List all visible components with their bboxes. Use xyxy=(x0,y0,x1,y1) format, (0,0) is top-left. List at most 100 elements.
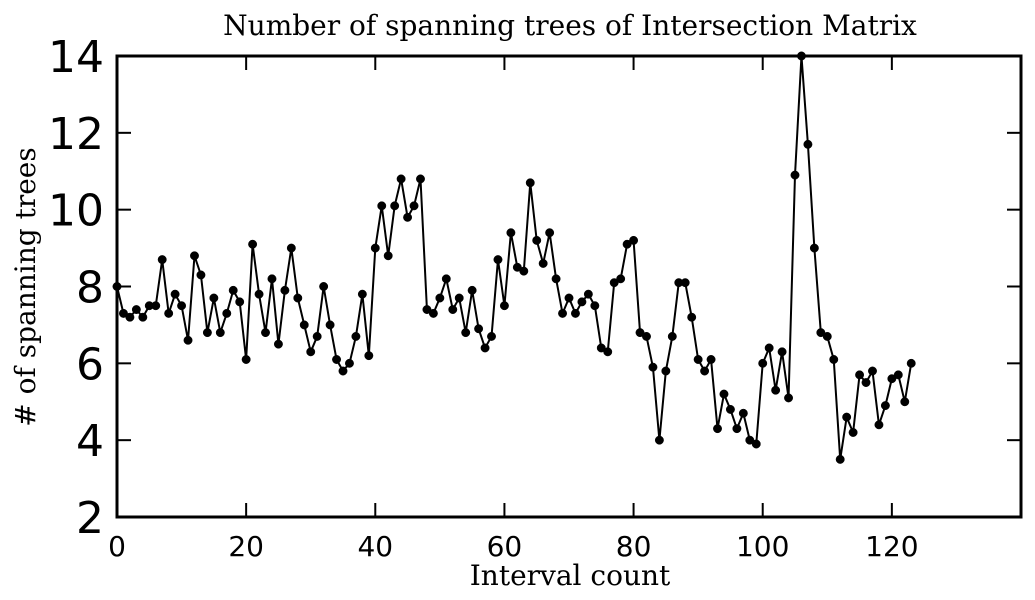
data-point xyxy=(809,243,819,253)
data-point xyxy=(577,297,587,307)
data-point xyxy=(215,328,225,338)
data-point xyxy=(351,331,361,341)
data-point xyxy=(364,351,374,361)
x-tick-label: 20 xyxy=(228,530,264,563)
data-point xyxy=(667,331,677,341)
data-point xyxy=(622,239,632,249)
data-point xyxy=(138,312,148,322)
data-point xyxy=(803,139,813,149)
data-point xyxy=(874,420,884,430)
data-point xyxy=(835,454,845,464)
data-point xyxy=(125,312,135,322)
y-axis-label: # of spanning trees xyxy=(9,147,42,427)
data-point xyxy=(848,428,858,437)
data-point xyxy=(855,370,865,380)
data-point xyxy=(228,285,238,295)
data-point xyxy=(693,355,703,364)
data-point xyxy=(267,274,277,284)
data-point xyxy=(764,343,774,353)
data-point xyxy=(551,274,561,284)
data-point xyxy=(816,328,826,338)
data-point xyxy=(609,278,619,288)
x-tick-label: 40 xyxy=(357,530,393,563)
data-point xyxy=(183,335,193,345)
data-point xyxy=(241,355,251,364)
data-point xyxy=(719,389,729,399)
plot-area: 0 20 40 60 80 100 120 2 4 6 8 10 12 14 xyxy=(48,32,1023,563)
data-point xyxy=(261,328,270,338)
data-point xyxy=(700,366,710,376)
data-point xyxy=(254,289,264,299)
data-point xyxy=(558,308,567,318)
data-point xyxy=(635,328,645,338)
data-point xyxy=(564,293,574,303)
x-axis-label: Interval count xyxy=(470,559,671,592)
data-point xyxy=(525,178,535,188)
data-point xyxy=(571,308,580,318)
x-tick-label: 80 xyxy=(616,530,652,563)
data-point xyxy=(390,201,400,211)
data-point xyxy=(202,328,212,338)
data-point xyxy=(532,235,542,245)
data-point xyxy=(396,174,406,184)
data-point xyxy=(286,243,296,253)
data-point xyxy=(448,305,458,314)
data-point xyxy=(370,243,380,253)
data-point xyxy=(157,255,167,265)
data-point xyxy=(680,278,690,288)
data-point xyxy=(512,262,522,272)
data-point xyxy=(590,301,600,311)
y-tick-label: 14 xyxy=(48,32,104,83)
data-point xyxy=(616,274,626,284)
data-point xyxy=(861,378,871,387)
data-point xyxy=(325,320,335,330)
data-point xyxy=(416,174,425,184)
y-tick-label: 4 xyxy=(76,416,104,467)
data-point xyxy=(880,401,890,411)
data-point xyxy=(235,297,245,307)
data-point xyxy=(222,308,232,318)
data-point xyxy=(842,412,852,422)
data-point xyxy=(499,301,509,311)
data-point xyxy=(887,374,897,384)
data-point xyxy=(777,347,787,357)
data-point xyxy=(545,228,555,238)
data-point xyxy=(131,305,141,314)
data-point xyxy=(661,366,671,376)
data-point xyxy=(538,259,548,268)
data-point xyxy=(583,289,593,299)
data-point xyxy=(345,358,354,368)
data-point xyxy=(383,251,393,261)
data-point xyxy=(454,293,464,303)
data-point xyxy=(738,408,748,418)
data-point xyxy=(706,355,716,364)
data-point xyxy=(338,366,348,376)
data-point xyxy=(273,339,283,349)
chart-title: Number of spanning trees of Intersection… xyxy=(223,9,917,42)
data-point xyxy=(519,266,529,276)
data-point xyxy=(797,51,806,61)
data-point xyxy=(506,228,516,238)
x-tick-label: 120 xyxy=(865,530,918,563)
data-point xyxy=(164,308,174,318)
data-point xyxy=(428,308,438,318)
data-point xyxy=(293,293,303,303)
data-point xyxy=(648,362,658,372)
data-point xyxy=(461,328,471,338)
data-point xyxy=(487,331,496,341)
data-point xyxy=(725,404,735,414)
data-point xyxy=(357,289,367,299)
data-point xyxy=(280,285,290,295)
x-tick-label: 0 xyxy=(108,530,126,563)
data-point xyxy=(332,355,341,364)
data-point xyxy=(409,201,419,211)
data-point xyxy=(771,385,781,395)
y-tick-label: 10 xyxy=(48,186,104,237)
data-point xyxy=(377,201,387,211)
y-tick-label: 2 xyxy=(76,493,104,544)
data-point xyxy=(170,289,180,299)
data-point xyxy=(119,308,128,318)
data-point xyxy=(906,358,916,368)
